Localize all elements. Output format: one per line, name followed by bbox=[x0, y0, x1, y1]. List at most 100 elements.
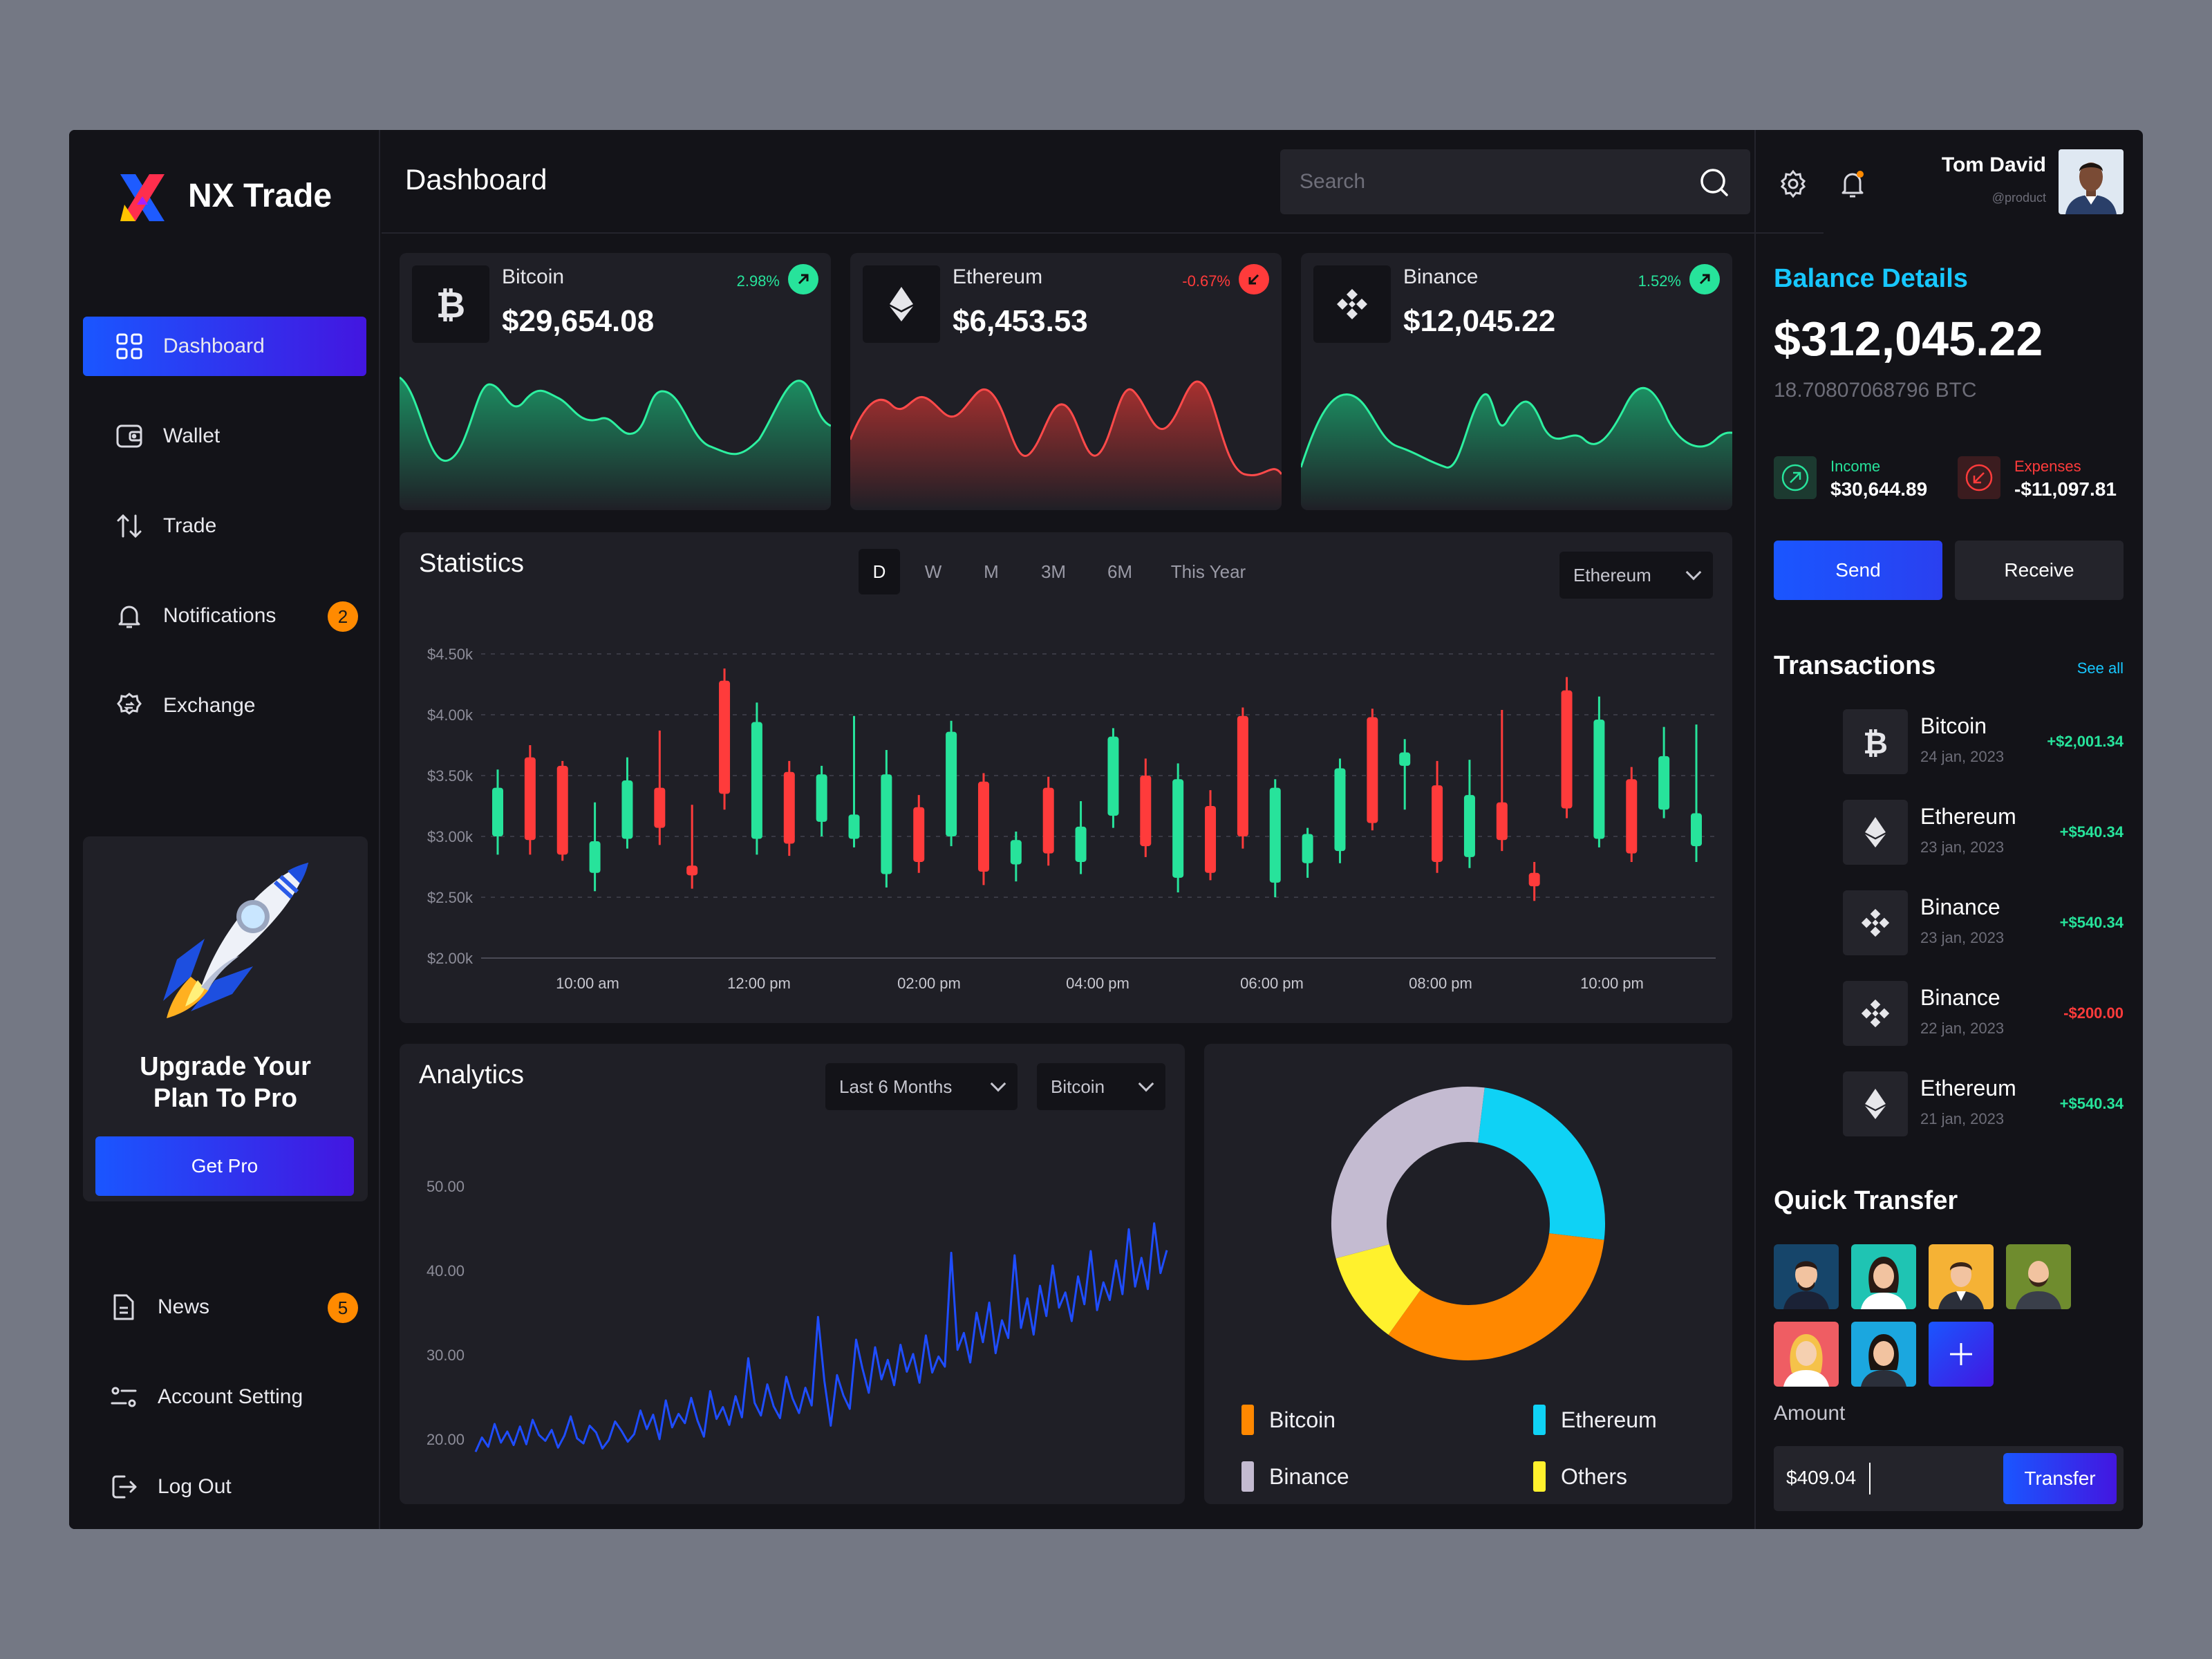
search-icon[interactable] bbox=[1699, 167, 1730, 198]
sidebar-item-trade[interactable]: Trade bbox=[83, 496, 366, 556]
candle[interactable] bbox=[524, 745, 536, 855]
sidebar-item-dashboard[interactable]: Dashboard bbox=[83, 317, 366, 376]
candle[interactable] bbox=[492, 769, 503, 855]
candle[interactable] bbox=[881, 750, 892, 888]
contact-avatar[interactable] bbox=[2006, 1244, 2071, 1309]
coin-price: $12,045.22 bbox=[1403, 304, 1556, 338]
contact-avatar[interactable] bbox=[1774, 1322, 1839, 1387]
candle[interactable] bbox=[1658, 727, 1670, 818]
statistics-coin-select[interactable]: Ethereum bbox=[1559, 552, 1713, 599]
candle[interactable] bbox=[1237, 707, 1248, 849]
candle[interactable] bbox=[1172, 763, 1184, 892]
sidebar-item-notifications[interactable]: Notifications 2 bbox=[83, 586, 366, 646]
candle[interactable] bbox=[783, 760, 795, 856]
donut-slice-others[interactable] bbox=[1335, 1243, 1422, 1335]
candle[interactable] bbox=[1432, 760, 1443, 873]
app-window: NX Trade Dashboard Wallet Trade Notifica… bbox=[69, 130, 2143, 1529]
candle[interactable] bbox=[1140, 758, 1152, 857]
statistics-coin-select-value: Ethereum bbox=[1573, 564, 1651, 585]
candle[interactable] bbox=[1042, 776, 1054, 866]
transfer-button[interactable]: Transfer bbox=[2003, 1453, 2117, 1504]
sidebar-item-exchange[interactable]: Exchange bbox=[83, 676, 366, 735]
contact-avatar[interactable] bbox=[1851, 1322, 1916, 1387]
candle[interactable] bbox=[1593, 696, 1605, 847]
contact-avatar[interactable] bbox=[1929, 1244, 1994, 1309]
candle[interactable] bbox=[556, 760, 568, 861]
candle[interactable] bbox=[1496, 709, 1508, 852]
gear-icon[interactable] bbox=[1778, 169, 1808, 199]
candle[interactable] bbox=[1626, 767, 1638, 862]
candle[interactable] bbox=[719, 668, 731, 810]
sliders-icon bbox=[111, 1387, 137, 1407]
candle[interactable] bbox=[946, 720, 957, 847]
rocket-icon bbox=[163, 863, 308, 1018]
tab-this-year[interactable]: This Year bbox=[1170, 561, 1246, 582]
candle[interactable] bbox=[1691, 724, 1702, 862]
sidebar-item-log-out[interactable]: Log Out bbox=[83, 1457, 366, 1517]
header-divider bbox=[382, 232, 1824, 234]
candle[interactable] bbox=[1075, 800, 1087, 874]
coin-card-binance[interactable]: Binance $12,045.22 1.52% bbox=[1301, 253, 1732, 510]
candle[interactable] bbox=[816, 765, 827, 836]
candle[interactable] bbox=[1205, 790, 1217, 881]
coin-card-ethereum[interactable]: Ethereum $6,453.53 -0.67% bbox=[850, 253, 1282, 510]
ethereum-icon bbox=[1843, 1071, 1908, 1136]
candle[interactable] bbox=[848, 715, 860, 847]
tab-w[interactable]: W bbox=[924, 561, 942, 582]
analytics-line-chart: 50.0040.0030.0020.0010.00JunJulAugSepOct… bbox=[427, 1178, 1168, 1452]
candle[interactable] bbox=[1334, 758, 1346, 863]
candle[interactable] bbox=[1367, 709, 1378, 831]
candle[interactable] bbox=[1302, 827, 1313, 878]
candle[interactable] bbox=[1107, 728, 1119, 828]
sidebar-item-news[interactable]: News 5 bbox=[83, 1277, 366, 1337]
tab-m[interactable]: M bbox=[984, 561, 999, 582]
see-all-link[interactable]: See all bbox=[2077, 659, 2124, 677]
candle[interactable] bbox=[1010, 831, 1022, 882]
legend-swatch-others bbox=[1533, 1461, 1546, 1492]
sidebar-item-account-setting[interactable]: Account Setting bbox=[83, 1367, 366, 1427]
candle[interactable] bbox=[1463, 760, 1475, 868]
candle[interactable] bbox=[751, 702, 762, 855]
analytics-period-value: Last 6 Months bbox=[839, 1076, 953, 1097]
arrow-down-left-icon bbox=[1239, 264, 1269, 294]
transaction-date: 23 jan, 2023 bbox=[1920, 838, 2005, 856]
y-tick-label: $4.50k bbox=[427, 646, 474, 663]
candle[interactable] bbox=[589, 802, 601, 892]
candle[interactable] bbox=[913, 795, 925, 873]
search-input[interactable]: Search bbox=[1280, 149, 1750, 214]
tab-d[interactable]: D bbox=[859, 549, 900, 594]
candle[interactable] bbox=[621, 757, 633, 849]
donut-slice-ethereum[interactable] bbox=[1477, 1087, 1605, 1240]
analytics-period-select[interactable]: Last 6 Months bbox=[825, 1063, 1018, 1110]
tab-6m[interactable]: 6M bbox=[1107, 561, 1133, 582]
donut-slice-binance[interactable] bbox=[1331, 1087, 1485, 1259]
candle[interactable] bbox=[977, 773, 989, 885]
upgrade-title-line1: Upgrade Your bbox=[140, 1052, 311, 1081]
donut-slice-bitcoin[interactable] bbox=[1388, 1232, 1604, 1360]
tab-3m[interactable]: 3M bbox=[1040, 561, 1067, 582]
contact-avatar[interactable] bbox=[1774, 1244, 1839, 1309]
sidebar-item-wallet[interactable]: Wallet bbox=[83, 406, 366, 466]
legend-swatch-ethereum bbox=[1533, 1405, 1546, 1435]
candle[interactable] bbox=[1399, 739, 1411, 810]
balance-amount: $312,045.22 bbox=[1774, 312, 2043, 366]
user-avatar[interactable] bbox=[2059, 149, 2124, 214]
send-button[interactable]: Send bbox=[1774, 541, 1942, 600]
coin-price: $29,654.08 bbox=[502, 304, 655, 338]
add-contact-button[interactable] bbox=[1929, 1322, 1994, 1387]
coin-name: Binance bbox=[1403, 265, 1479, 288]
amount-input[interactable]: $409.04 Transfer bbox=[1774, 1446, 2124, 1511]
candle[interactable] bbox=[1528, 861, 1540, 901]
bell-icon[interactable] bbox=[1837, 167, 1868, 200]
analytics-coin-select[interactable]: Bitcoin bbox=[1037, 1063, 1165, 1110]
get-pro-button[interactable]: Get Pro bbox=[95, 1136, 354, 1196]
y-tick-label: $2.50k bbox=[427, 889, 474, 906]
candle[interactable] bbox=[686, 805, 698, 889]
x-tick-label: 12:00 pm bbox=[727, 975, 791, 992]
contact-avatar[interactable] bbox=[1851, 1244, 1916, 1309]
candle[interactable] bbox=[1269, 779, 1281, 897]
receive-button[interactable]: Receive bbox=[1955, 541, 2124, 600]
coin-card-bitcoin[interactable]: ₿ Bitcoin $29,654.08 2.98% bbox=[400, 253, 831, 510]
candle[interactable] bbox=[1561, 677, 1573, 818]
candle[interactable] bbox=[654, 730, 666, 845]
